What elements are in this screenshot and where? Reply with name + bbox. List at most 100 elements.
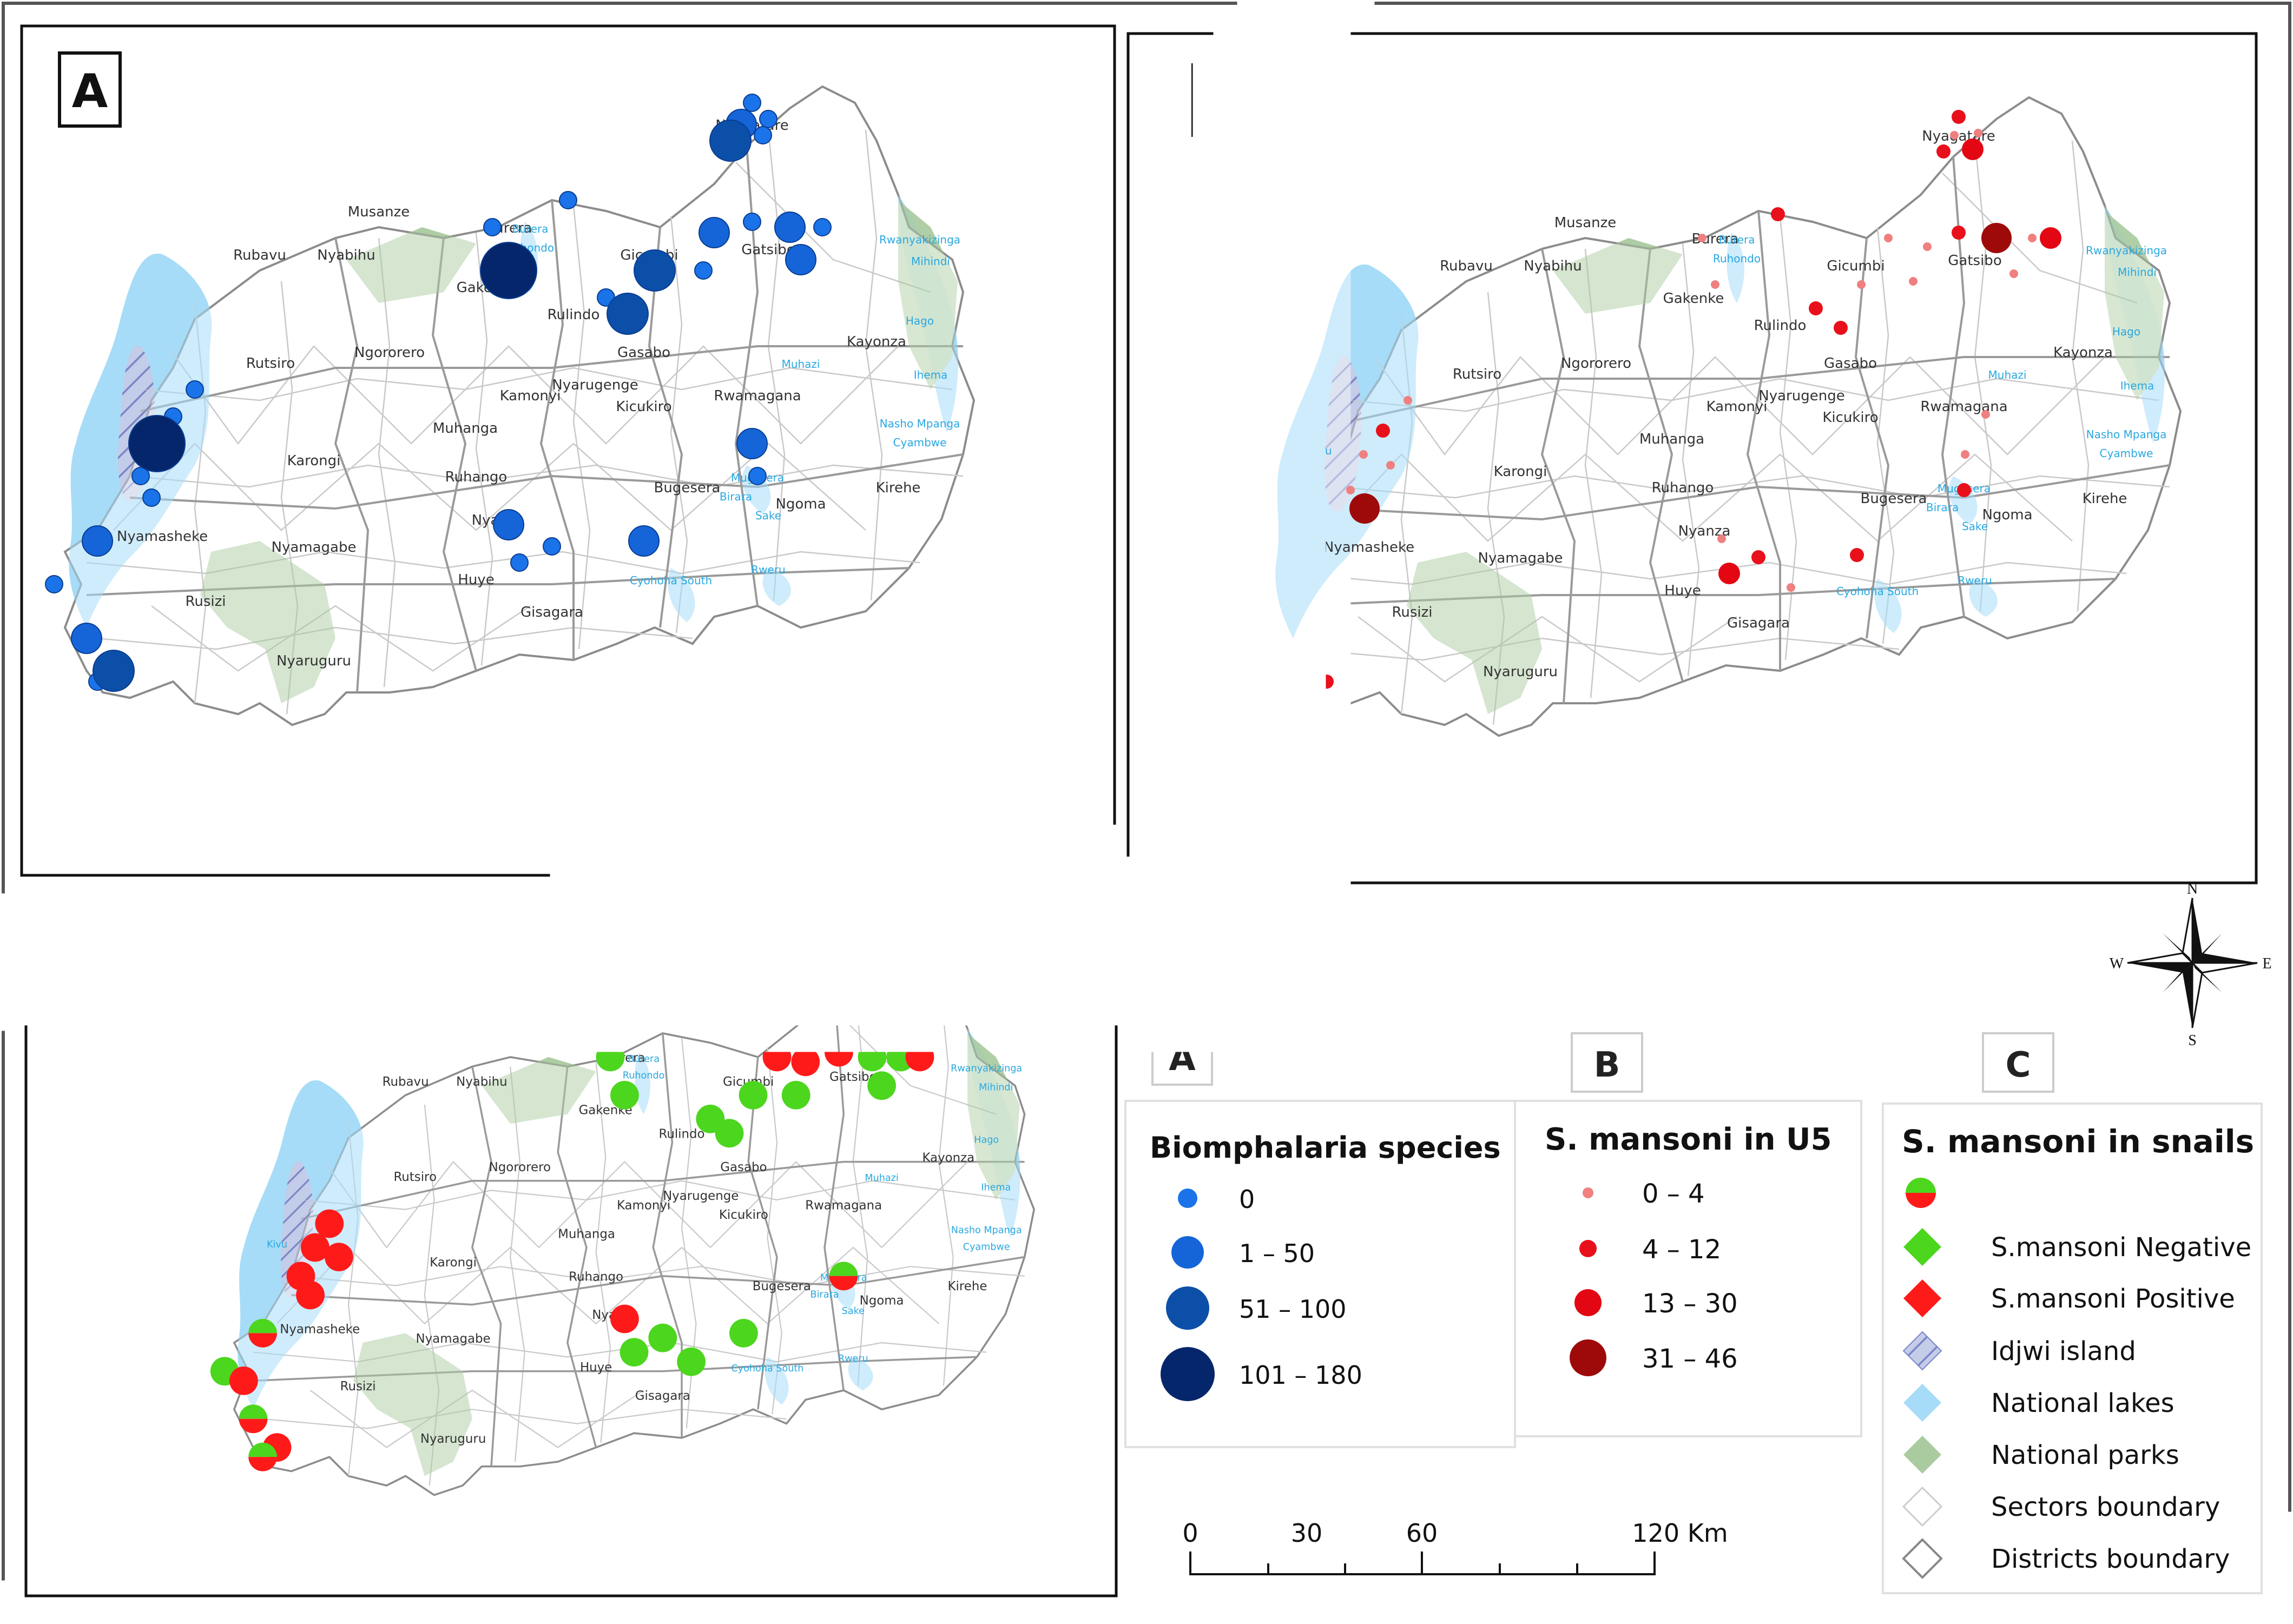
biomphalaria-point — [493, 510, 524, 540]
district-label-bugesera: Bugesera — [654, 480, 721, 496]
district-label-karongi: Karongi — [287, 453, 341, 469]
district-label-gicumbi: Gicumbi — [1827, 258, 1885, 274]
u5-prevalence-point — [2009, 269, 2018, 278]
snail-site-negative — [596, 1043, 625, 1072]
biomphalaria-point — [743, 94, 761, 111]
district-label-nyamagabe: Nyamagabe — [416, 1332, 491, 1346]
snail-site-negative — [782, 1081, 811, 1110]
u5-prevalence-point — [1386, 461, 1395, 470]
snail-site-mixed — [239, 1404, 268, 1433]
district-label-bugesera: Bugesera — [753, 1279, 811, 1293]
water-label-cyohoha-south: Cyohoha South — [630, 574, 712, 587]
u5-prevalence-point — [1376, 424, 1390, 438]
district-label-rutsiro: Rutsiro — [1453, 366, 1501, 382]
district-label-huye: Huye — [458, 572, 494, 588]
panel-b-letter: B — [1208, 75, 1244, 129]
legend-b-symbol-2 — [1574, 1289, 1602, 1316]
u5-prevalence-point — [1850, 548, 1864, 562]
snail-site-positive — [663, 1019, 691, 1048]
legend-a-title: Biomphalaria species — [1150, 1131, 1501, 1165]
water-label-sake: Sake — [755, 509, 781, 522]
water-label-cyohoha-south: Cyohoha South — [731, 1363, 803, 1374]
north-arrow: N S E W — [2110, 881, 2272, 1049]
district-label-huye: Huye — [580, 1361, 612, 1375]
snail-site-positive — [791, 1047, 820, 1076]
scale-tick-60: 60 — [1406, 1519, 1438, 1548]
district-label-nyabihu: Nyabihu — [317, 247, 375, 263]
water-label-ihema: Ihema — [981, 1182, 1011, 1193]
district-label-karongi: Karongi — [1494, 464, 1547, 480]
biomphalaria-point — [543, 538, 561, 555]
water-label-mihindi: Mihindi — [911, 255, 950, 268]
biomphalaria-point — [45, 576, 63, 593]
u5-prevalence-point — [1711, 280, 1719, 289]
snail-site-negative — [867, 1071, 896, 1100]
water-label-hago: Hago — [2112, 325, 2140, 338]
water-label-muhazi: Muhazi — [782, 358, 820, 371]
u5-prevalence-point — [2040, 227, 2061, 249]
u5-prevalence-point — [1349, 493, 1380, 524]
district-label-nyabihu: Nyabihu — [1524, 258, 1582, 274]
district-label-nyamagabe: Nyamagabe — [1478, 550, 1563, 566]
district-label-karongi: Karongi — [430, 1256, 477, 1270]
snail-site-positive — [906, 1043, 934, 1072]
district-label-gasabo: Gasabo — [720, 1160, 767, 1174]
biomphalaria-point — [143, 489, 160, 506]
district-label-ngororero: Ngororero — [489, 1160, 551, 1174]
biomphalaria-point — [710, 120, 751, 161]
water-label-kivu: Kivu — [267, 1239, 287, 1250]
legend-a-symbol-1 — [1171, 1236, 1204, 1269]
u5-prevalence-point — [1787, 583, 1795, 592]
u5-prevalence-point — [1771, 207, 1785, 221]
snail-site-negative — [677, 1348, 706, 1376]
district-label-ngoma: Ngoma — [860, 1294, 904, 1308]
district-label-nyamagabe: Nyamagabe — [272, 539, 357, 556]
snail-site-positive — [315, 1210, 344, 1238]
legend-b-label-2: 13 – 30 — [1642, 1289, 1738, 1319]
legend-a-tag: A — [1169, 1039, 1196, 1079]
district-label-rusizi: Rusizi — [1392, 604, 1432, 620]
district-label-gisagara: Gisagara — [635, 1389, 690, 1403]
water-label-muhazi: Muhazi — [865, 1173, 898, 1184]
legend-c-pie-symbol — [1906, 1178, 1936, 1208]
district-label-nyaruguru: Nyaruguru — [276, 653, 351, 669]
snail-site-positive — [301, 1233, 330, 1262]
snail-site-negative — [715, 1119, 744, 1147]
biomphalaria-point — [629, 526, 659, 556]
district-label-gakenke: Gakenke — [1663, 291, 1724, 307]
district-label-rulindo: Rulindo — [548, 307, 600, 323]
biomphalaria-point — [749, 467, 766, 485]
district-label-ngororero: Ngororero — [1561, 355, 1631, 372]
legend-a-symbol-0 — [1178, 1189, 1197, 1208]
north-arrow-s: S — [2188, 1032, 2197, 1049]
district-label-nyamasheke: Nyamasheke — [280, 1322, 360, 1336]
water-label-muhazi: Muhazi — [1988, 368, 2027, 381]
u5-prevalence-point — [1404, 396, 1412, 405]
water-label-rweru: Rweru — [1958, 574, 1992, 587]
water-label-burera: Burera — [1719, 233, 1755, 246]
biomphalaria-point — [814, 219, 831, 236]
snail-site-negative — [610, 1081, 639, 1110]
u5-prevalence-point — [1320, 675, 1334, 689]
snail-site-positive — [287, 1262, 315, 1290]
water-label-ruhondo: Ruhondo — [1713, 252, 1761, 265]
district-label-rwamagana: Rwamagana — [805, 1199, 882, 1213]
water-label-sake: Sake — [842, 1306, 865, 1317]
legend-a-label-2: 51 – 100 — [1239, 1295, 1347, 1324]
legend-b-label-0: 0 – 4 — [1642, 1179, 1705, 1209]
water-label-cyambwe: Cyambwe — [2100, 447, 2153, 460]
biomphalaria-point — [743, 213, 761, 230]
district-label-gasabo: Gasabo — [617, 345, 670, 361]
biomphalaria-point — [186, 381, 203, 398]
district-label-kicukiro: Kicukiro — [616, 399, 671, 415]
legend-b-label-1: 4 – 12 — [1642, 1234, 1721, 1265]
snail-site-mixed — [248, 1319, 277, 1348]
district-label-ngoma: Ngoma — [775, 496, 826, 512]
u5-prevalence-point — [1303, 691, 1312, 700]
legend-b-symbol-1 — [1579, 1240, 1597, 1257]
north-arrow-e: E — [2262, 955, 2271, 972]
u5-prevalence-point — [1857, 280, 1866, 289]
u5-prevalence-point — [2028, 234, 2037, 242]
biomphalaria-point — [634, 250, 675, 291]
district-label-nyarugenge: Nyarugenge — [552, 377, 638, 393]
